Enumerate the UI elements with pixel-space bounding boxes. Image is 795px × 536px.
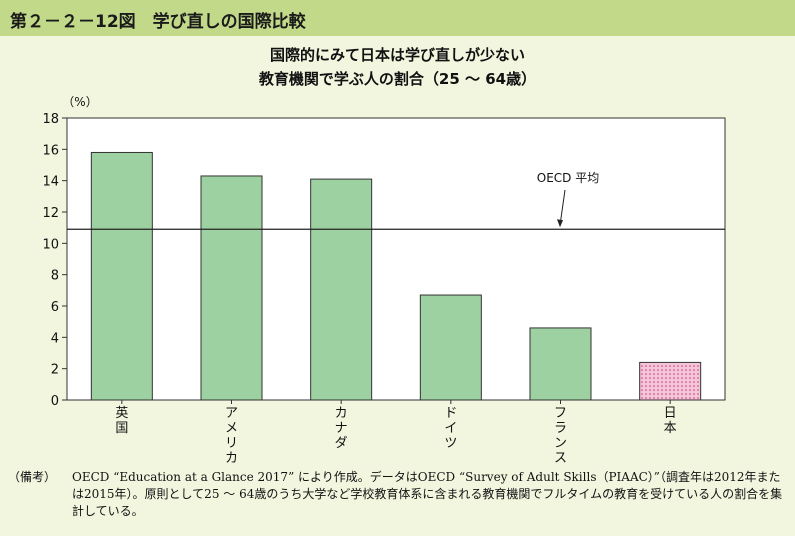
y-axis-label: （%） <box>62 95 97 109</box>
bar <box>90 151 153 401</box>
bar <box>310 178 373 401</box>
bar <box>200 175 263 401</box>
footnote-prefix: （備考） <box>8 470 57 484</box>
y-tick-label: 18 <box>42 112 59 127</box>
y-tick-label: 6 <box>51 300 59 315</box>
x-tick-label: カナダ <box>335 406 348 451</box>
bar-chart: 0 2 4 6 8 10 12 14 16 18（%） 英国 アメリカ カナダ ドイツ フランス 日本 OECD… <box>42 95 726 465</box>
y-tick-label: 14 <box>42 175 59 190</box>
x-tick-label: フランス <box>554 406 567 465</box>
annotation-arrow <box>559 189 566 226</box>
y-tick-label: 16 <box>42 143 59 158</box>
x-tick-label: 日本 <box>664 406 677 436</box>
y-tick-label: 0 <box>51 394 59 409</box>
figure-title: 第２－２－12図 学び直しの国際比較 <box>10 12 306 32</box>
y-tick-label: 2 <box>51 363 59 378</box>
y-tick-label: 10 <box>42 237 59 252</box>
plot-area <box>66 117 726 401</box>
annotation-arrowhead <box>557 219 563 228</box>
footnote-text: OECD “Education at a Glance 2017” により作成。… <box>72 470 783 518</box>
x-tick-label: 英国 <box>115 406 128 436</box>
y-tick-label: 4 <box>51 331 59 346</box>
bar <box>639 361 702 401</box>
chart-title: 国際的にみて日本は学び直しが少ない <box>269 46 525 64</box>
bar <box>529 327 592 401</box>
bar <box>419 294 482 401</box>
x-tick-label: アメリカ <box>225 406 238 465</box>
x-tick-label: ドイツ <box>444 406 457 451</box>
header-bar: 第２－２－12図 学び直しの国際比較 <box>0 0 795 36</box>
chart-subtitle: 教育機関で学ぶ人の割合（25 ～ 64歳） <box>258 70 537 88</box>
y-tick-label: 8 <box>51 269 59 284</box>
y-tick-label: 12 <box>42 206 59 221</box>
oecd-average-label: OECD 平均 <box>537 171 599 185</box>
